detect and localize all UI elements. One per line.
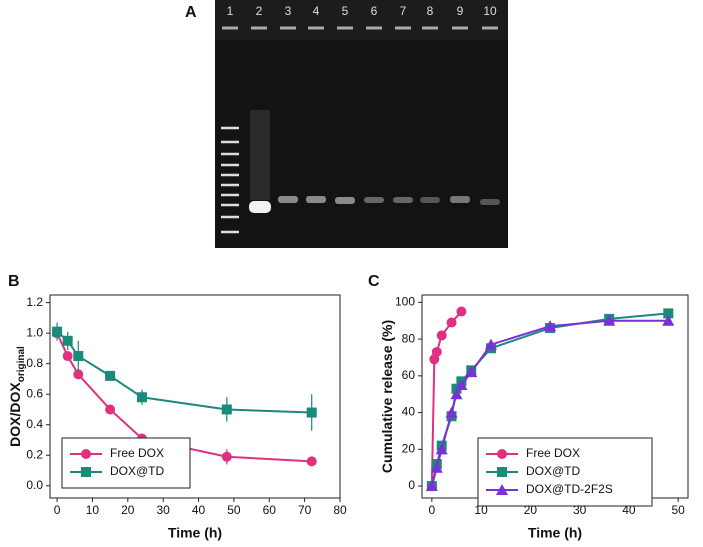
band bbox=[249, 201, 271, 213]
x-tick-label: 40 bbox=[192, 503, 206, 517]
x-tick-label: 0 bbox=[429, 503, 436, 517]
point bbox=[446, 317, 457, 328]
gel-image: A bbox=[185, 0, 508, 248]
point bbox=[221, 404, 232, 415]
legend-marker bbox=[497, 467, 507, 477]
y-tick-label: 0.2 bbox=[26, 447, 43, 461]
x-tick-label: 30 bbox=[573, 503, 587, 517]
lane-label: 5 bbox=[342, 4, 349, 18]
lane-label: 3 bbox=[285, 4, 292, 18]
legend-label: DOX@TD bbox=[526, 464, 581, 478]
y-tick-label: 0.4 bbox=[26, 417, 43, 431]
x-tick-label: 10 bbox=[474, 503, 488, 517]
lane-label: 2 bbox=[256, 4, 263, 18]
point bbox=[431, 346, 442, 357]
y-tick-label: 0.6 bbox=[26, 386, 43, 400]
y-tick-label: 60 bbox=[402, 368, 416, 382]
lane-label: 1 bbox=[227, 4, 234, 18]
x-tick-label: 50 bbox=[671, 503, 685, 517]
y-tick-label: 40 bbox=[402, 405, 416, 419]
legend-marker bbox=[497, 449, 507, 459]
y-tick-label: 0.0 bbox=[26, 478, 43, 492]
series-line bbox=[56, 330, 312, 414]
point bbox=[306, 407, 317, 418]
point bbox=[105, 370, 116, 381]
lane-label: 9 bbox=[457, 4, 464, 18]
point bbox=[52, 326, 63, 337]
y-tick-label: 20 bbox=[402, 441, 416, 455]
x-tick-label: 10 bbox=[86, 503, 100, 517]
faint-bands bbox=[278, 196, 500, 205]
ladder-bands bbox=[221, 126, 239, 234]
y-tick-label: 80 bbox=[402, 331, 416, 345]
x-tick-label: 0 bbox=[54, 503, 61, 517]
lane-label: 10 bbox=[483, 4, 497, 18]
y-tick-label: 1.0 bbox=[26, 325, 43, 339]
point bbox=[465, 366, 478, 378]
y-tick-label: 100 bbox=[395, 295, 415, 309]
point bbox=[603, 314, 616, 326]
point bbox=[445, 406, 458, 418]
gel-top bbox=[215, 0, 508, 40]
legend-marker bbox=[81, 449, 91, 459]
point bbox=[430, 461, 443, 473]
point bbox=[436, 330, 447, 341]
legend-label: DOX@TD bbox=[110, 464, 165, 478]
point bbox=[306, 456, 317, 467]
legend-label: DOX@TD-2F2S bbox=[526, 482, 613, 496]
x-tick-label: 60 bbox=[263, 503, 277, 517]
x-tick-label: 80 bbox=[333, 503, 347, 517]
point bbox=[425, 480, 438, 492]
x-tick-label: 30 bbox=[156, 503, 170, 517]
x-tick-label: 20 bbox=[121, 503, 135, 517]
x-axis-label: Time (h) bbox=[168, 525, 222, 541]
panel-label: B bbox=[8, 273, 20, 290]
x-tick-label: 50 bbox=[227, 503, 241, 517]
y-axis-label-sub: original bbox=[16, 346, 27, 382]
panel-label: A bbox=[185, 4, 197, 21]
y-axis-label-main: Cumulative release (%) bbox=[379, 320, 395, 473]
point bbox=[105, 404, 116, 415]
lane-label: 8 bbox=[427, 4, 434, 18]
x-axis-label: Time (h) bbox=[528, 525, 582, 541]
lane-label: 4 bbox=[313, 4, 320, 18]
lane-label: 6 bbox=[371, 4, 378, 18]
point bbox=[544, 320, 557, 332]
legend-marker bbox=[81, 467, 91, 477]
y-tick-label: 1.2 bbox=[26, 295, 43, 309]
x-tick-label: 70 bbox=[298, 503, 312, 517]
y-axis-label: DOX/DOXoriginal bbox=[7, 346, 27, 447]
point bbox=[73, 369, 84, 380]
y-axis-label-main: DOX/DOX bbox=[7, 382, 23, 447]
point bbox=[662, 314, 675, 326]
point bbox=[435, 443, 448, 455]
point bbox=[484, 338, 497, 350]
point bbox=[73, 351, 84, 362]
lane-label: 7 bbox=[400, 4, 407, 18]
point bbox=[221, 451, 232, 462]
point bbox=[663, 308, 674, 319]
y-tick-label: 0.8 bbox=[26, 356, 43, 370]
x-tick-label: 40 bbox=[622, 503, 636, 517]
panel-label: C bbox=[368, 273, 380, 290]
x-tick-label: 20 bbox=[524, 503, 538, 517]
point bbox=[450, 388, 463, 400]
y-axis-label: Cumulative release (%) bbox=[379, 320, 395, 473]
plot-frame bbox=[49, 294, 341, 499]
legend-label: Free DOX bbox=[110, 446, 164, 460]
legend-label: Free DOX bbox=[526, 446, 580, 460]
legend-box bbox=[61, 437, 191, 489]
point bbox=[62, 335, 73, 346]
point bbox=[455, 379, 468, 391]
smear bbox=[250, 110, 270, 200]
y-tick-label: 0 bbox=[408, 478, 415, 492]
point bbox=[456, 306, 467, 317]
legend-marker bbox=[496, 484, 508, 495]
point bbox=[62, 351, 73, 362]
point bbox=[136, 392, 147, 403]
